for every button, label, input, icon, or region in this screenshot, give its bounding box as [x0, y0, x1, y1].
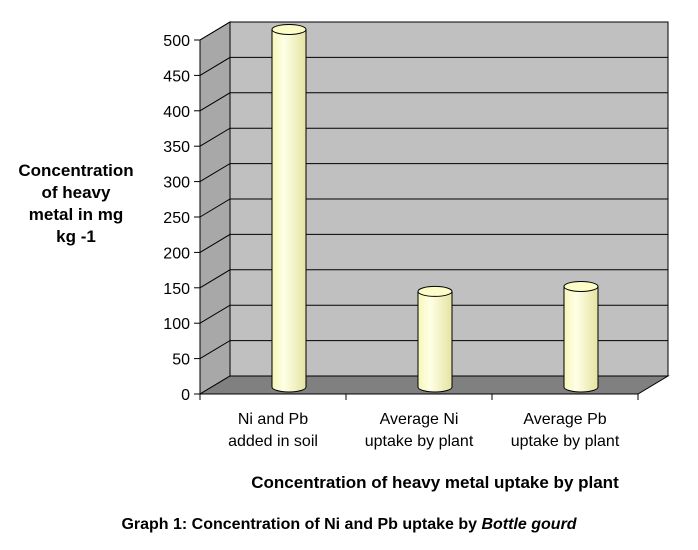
figure-caption: Graph 1: Concentration of Ni and Pb upta… [0, 516, 698, 534]
caption-text: Graph 1: Concentration of Ni and Pb upta… [121, 516, 482, 533]
gridline [199, 92, 668, 112]
y-tick-label: 300 [163, 175, 190, 192]
y-axis-label-line: of heavy [41, 183, 111, 202]
bar-top [271, 23, 307, 35]
y-tick-label: 100 [163, 316, 190, 333]
bar [563, 280, 599, 393]
x-axis-label: Concentration of heavy metal uptake by p… [251, 473, 619, 492]
gridline [199, 127, 668, 147]
y-axis-label: Concentration of heavy metal in mg kg -1 [4, 160, 148, 248]
x-tick-label: Average Ni [380, 411, 459, 428]
y-tick-label: 200 [163, 245, 190, 262]
bar-body [563, 285, 599, 393]
gridline [199, 269, 668, 289]
y-axis-label-line: kg -1 [56, 227, 96, 246]
y-tick-label: 500 [163, 33, 190, 50]
bar [271, 23, 307, 393]
y-tick-label: 150 [163, 281, 190, 298]
y-axis-label-line: metal in mg [28, 205, 124, 224]
gridline [199, 340, 668, 360]
gridline [199, 21, 668, 41]
x-tick-label: Ni and Pb [238, 411, 308, 428]
gridline [199, 198, 668, 218]
gridline [199, 304, 668, 324]
bar-top [563, 280, 599, 292]
x-tick-label: uptake by plant [365, 433, 474, 450]
y-tick-label: 50 [172, 352, 190, 369]
y-tick-label: 450 [163, 68, 190, 85]
y-tick-label: 0 [181, 387, 190, 404]
x-tick-label: Average Pb [523, 411, 606, 428]
bar-top [417, 285, 453, 297]
caption-species: Bottle gourd [481, 516, 577, 533]
x-tick-label: uptake by plant [511, 433, 620, 450]
gridline [199, 163, 668, 183]
gridline [199, 56, 668, 76]
gridline [199, 233, 668, 253]
y-tick-label: 400 [163, 104, 190, 121]
x-tick-label: added in soil [228, 433, 318, 450]
y-axis-label-line: Concentration [18, 161, 134, 180]
y-tick-label: 250 [163, 210, 190, 227]
bar-body [271, 28, 307, 393]
y-tick-label: 350 [163, 139, 190, 156]
bar-body [417, 290, 453, 393]
bar [417, 285, 453, 393]
